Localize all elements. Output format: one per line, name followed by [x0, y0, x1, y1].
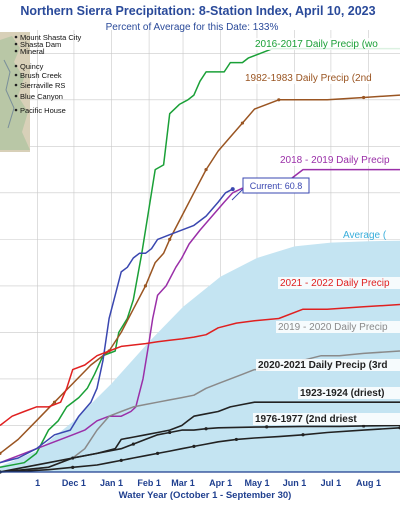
series-marker-1-3	[52, 400, 57, 404]
series-marker-1-18	[240, 121, 245, 125]
series-label-2: 2018 - 2019 Daily Precip	[280, 155, 390, 166]
x-tick-label-1: Dec 1	[62, 478, 86, 488]
series-marker-8-3	[71, 465, 75, 469]
x-axis-label: Water Year (October 1 - September 30)	[119, 490, 292, 501]
series-marker-1-21	[277, 98, 281, 102]
x-tick-label-2: Jan 1	[100, 478, 123, 488]
series-label-6: 1923-1924 (driest)	[300, 388, 385, 399]
series-label-7: 1976-1977 (2nd driest	[255, 414, 357, 425]
station-map	[0, 32, 30, 152]
series-marker-7-9	[168, 430, 172, 435]
series-marker-8-6	[119, 458, 123, 462]
series-line-3	[0, 188, 234, 464]
series-line-8	[0, 427, 400, 473]
series-marker-7-15	[265, 425, 269, 429]
series-label-1: 1982-1983 Daily Precip (2nd	[245, 73, 372, 84]
station-dot-7	[14, 108, 18, 112]
current-callout-box	[242, 177, 310, 194]
series-label-4: 2019 - 2020 Daily Precip	[278, 322, 388, 333]
series-label-5: 2020-2021 Daily Precip (3rd	[258, 360, 388, 371]
station-label-3: Quincy	[20, 62, 44, 71]
series-marker-7-12	[204, 427, 208, 431]
x-tick-label-4: Mar 1	[171, 478, 195, 488]
series-label-bg-1	[243, 72, 400, 84]
station-dot-1	[14, 42, 18, 46]
series-line-0	[0, 47, 400, 469]
series-marker-7-18	[362, 424, 366, 428]
station-dot-4	[14, 73, 18, 77]
series-marker-8-18	[301, 433, 305, 437]
series-marker-8-12	[192, 444, 196, 449]
station-label-1: Shasta Dam	[20, 40, 61, 49]
current-callout-pointer	[231, 188, 244, 201]
series-labels: 2016-2017 Daily Precip (wo 1982-1983 Dail…	[243, 38, 400, 425]
station-dot-3	[14, 64, 18, 68]
station-label-4: Brush Creek	[20, 71, 62, 80]
chart-subtitle: Percent of Average for this Date: 133%	[106, 22, 279, 33]
series-label-bg-0	[253, 38, 400, 50]
station-label-2: Mineral	[20, 47, 45, 56]
series-label-3: 2021 - 2022 Daily Precip	[280, 278, 390, 289]
series-marker-1-9	[143, 284, 148, 288]
x-tick-label-0: 1	[35, 478, 40, 488]
station-dot-2	[14, 49, 18, 53]
series-label-bg-4	[276, 321, 400, 333]
station-label-0: Mount Shasta City	[20, 33, 82, 42]
series-marker-8-9	[155, 451, 160, 455]
x-tick-label-5: Apr 1	[209, 478, 232, 488]
series-marker-1-24	[362, 95, 366, 100]
series-label-bg-3	[278, 277, 400, 289]
x-tick-label-8: Jul 1	[321, 478, 342, 488]
series-marker-7-3	[71, 456, 75, 460]
x-tick-label-3: Feb 1	[137, 478, 161, 488]
x-tick-label-7: Jun 1	[283, 478, 307, 488]
station-dot-5	[14, 83, 18, 87]
x-axis: 1 Dec 1 Jan 1 Feb 1 Mar 1 Apr 1 May 1 Jun 1 Jul …	[0, 471, 400, 488]
current-callout: Current: 60.8	[231, 177, 310, 201]
series-label-bg-7	[253, 413, 400, 425]
x-tick-label-6: May 1	[244, 478, 269, 488]
series-label-bg-2	[278, 154, 400, 166]
series-marker-1-15	[204, 167, 208, 172]
series-line-1	[0, 94, 400, 454]
series-marker-1-12	[168, 237, 172, 241]
series-label-bg-6	[298, 387, 400, 399]
series-line-7	[0, 424, 400, 473]
series-marker-7-6	[131, 442, 135, 446]
x-tick-label-9: Aug 1	[356, 478, 381, 488]
station-dot-6	[14, 94, 18, 98]
average-label: Average (	[343, 230, 387, 241]
station-label-7: Pacific House	[20, 106, 66, 115]
station-label-6: Blue Canyon	[20, 92, 63, 101]
map-terrain	[0, 36, 30, 150]
current-point-marker	[230, 187, 235, 192]
chart-title: Northern Sierra Precipitation: 8-Station…	[20, 4, 375, 18]
map-river	[3, 59, 15, 129]
series-label-0: 2016-2017 Daily Precip (wo	[255, 39, 378, 50]
station-dot-0	[14, 35, 18, 39]
series-line-4	[0, 303, 400, 427]
series-marker-1-0	[0, 451, 2, 455]
current-label: Current: 60.8	[250, 181, 303, 191]
series-marker-8-15	[234, 437, 238, 442]
series-label-bg-5	[256, 359, 400, 371]
station-label-5: Sierraville RS	[20, 81, 65, 90]
